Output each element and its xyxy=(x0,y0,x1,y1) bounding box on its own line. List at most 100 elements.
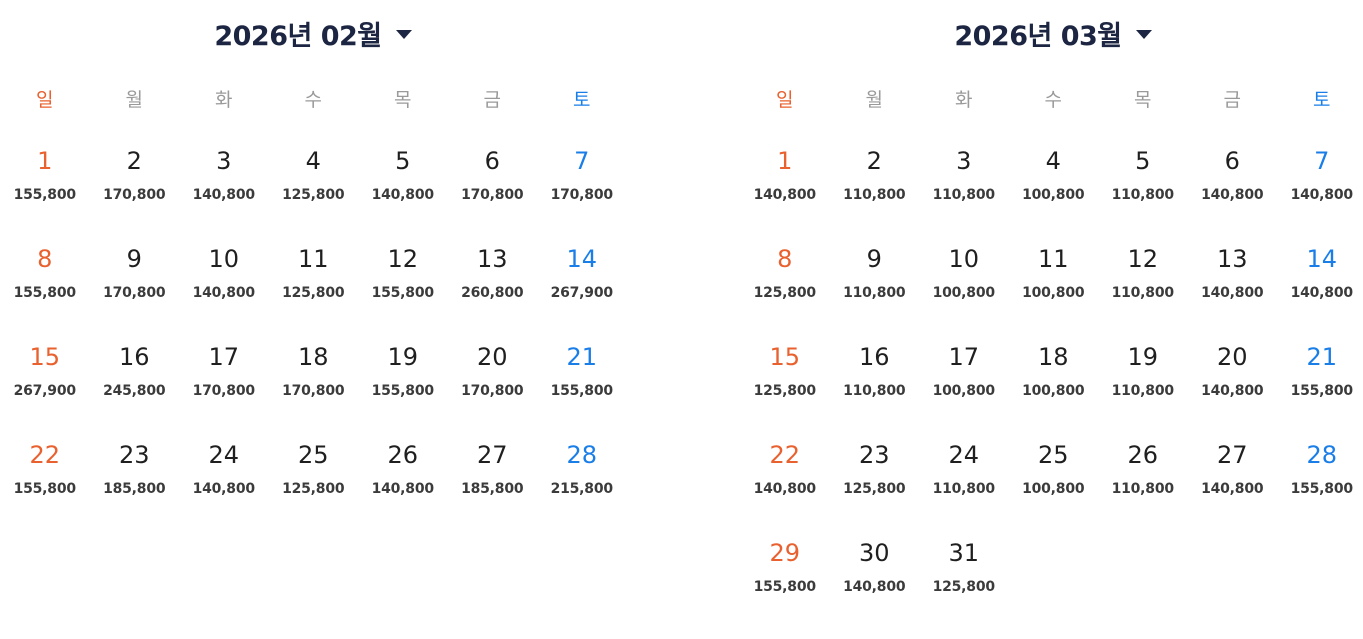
day-number: 18 xyxy=(297,343,329,371)
day-cell[interactable]: 3 110,800 xyxy=(919,140,1009,238)
day-cell[interactable]: 23 125,800 xyxy=(830,434,920,532)
month-selector[interactable]: 2026년 02월 xyxy=(0,14,626,53)
caret-down-icon[interactable] xyxy=(1135,30,1152,39)
day-cell[interactable]: 20 140,800 xyxy=(1188,336,1278,434)
day-cell[interactable]: 28 215,800 xyxy=(537,434,627,532)
day-cell[interactable]: 13 260,800 xyxy=(448,238,538,336)
day-cell[interactable]: 14 140,800 xyxy=(1277,238,1363,336)
day-price: 140,800 xyxy=(1201,187,1264,203)
day-cell[interactable]: 25 125,800 xyxy=(269,434,359,532)
day-number: 14 xyxy=(566,245,598,273)
day-number: 28 xyxy=(1306,441,1338,469)
day-cell[interactable]: 21 155,800 xyxy=(537,336,627,434)
day-price: 170,800 xyxy=(461,383,524,399)
day-cell[interactable]: 27 140,800 xyxy=(1188,434,1278,532)
day-number: 23 xyxy=(858,441,890,469)
day-cell[interactable]: 3 140,800 xyxy=(179,140,269,238)
day-cell[interactable]: 31 125,800 xyxy=(919,532,1009,630)
weekday-label-thu: 목 xyxy=(1134,89,1152,111)
day-price: 125,800 xyxy=(753,285,817,301)
day-cell[interactable]: 4 125,800 xyxy=(269,140,359,238)
day-cell[interactable]: 12 110,800 xyxy=(1098,238,1188,336)
day-number: 16 xyxy=(118,343,150,371)
day-cell[interactable]: 21 155,800 xyxy=(1277,336,1363,434)
day-cell[interactable]: 16 110,800 xyxy=(830,336,920,434)
day-cell[interactable]: 6 170,800 xyxy=(448,140,538,238)
day-number: 15 xyxy=(29,343,61,371)
day-cell[interactable]: 28 155,800 xyxy=(1277,434,1363,532)
day-cell[interactable]: 26 110,800 xyxy=(1098,434,1188,532)
day-cell[interactable]: 30 140,800 xyxy=(830,532,920,630)
day-number: 31 xyxy=(948,539,980,567)
weekday-label-sun: 일 xyxy=(776,89,794,111)
day-cell[interactable]: 8 155,800 xyxy=(0,238,90,336)
day-cell[interactable]: 22 155,800 xyxy=(0,434,90,532)
day-cell[interactable]: 16 245,800 xyxy=(90,336,180,434)
day-cell[interactable]: 7 170,800 xyxy=(537,140,627,238)
day-cell[interactable]: 2 110,800 xyxy=(830,140,920,238)
day-cell[interactable]: 11 100,800 xyxy=(1009,238,1099,336)
day-cell[interactable]: 20 170,800 xyxy=(448,336,538,434)
weekday-label-sat: 토 xyxy=(573,89,591,111)
day-cell[interactable]: 2 170,800 xyxy=(90,140,180,238)
day-cell[interactable]: 10 140,800 xyxy=(179,238,269,336)
weekday-label-sat: 토 xyxy=(1313,89,1331,111)
day-price: 155,800 xyxy=(13,187,77,203)
day-cell[interactable]: 19 155,800 xyxy=(358,336,448,434)
day-cell[interactable]: 18 170,800 xyxy=(269,336,359,434)
day-price: 140,800 xyxy=(1290,285,1354,301)
day-cell[interactable]: 13 140,800 xyxy=(1188,238,1278,336)
day-cell[interactable]: 7 140,800 xyxy=(1277,140,1363,238)
day-cell[interactable]: 23 185,800 xyxy=(90,434,180,532)
weekday-label-tue: 화 xyxy=(215,89,233,111)
day-number: 21 xyxy=(566,343,598,371)
day-price: 185,800 xyxy=(103,481,166,497)
day-cell[interactable]: 9 110,800 xyxy=(830,238,920,336)
day-cell[interactable]: 9 170,800 xyxy=(90,238,180,336)
day-cell[interactable]: 1 140,800 xyxy=(740,140,830,238)
day-cell[interactable]: 17 170,800 xyxy=(179,336,269,434)
day-price: 125,800 xyxy=(282,187,345,203)
day-number: 9 xyxy=(126,245,142,273)
day-cell[interactable]: 27 185,800 xyxy=(448,434,538,532)
day-number: 11 xyxy=(297,245,329,273)
day-price: 215,800 xyxy=(550,481,614,497)
day-cell[interactable]: 26 140,800 xyxy=(358,434,448,532)
day-number: 12 xyxy=(387,245,419,273)
day-price: 110,800 xyxy=(932,481,996,497)
day-cell[interactable]: 24 140,800 xyxy=(179,434,269,532)
day-price: 155,800 xyxy=(371,285,435,301)
day-number: 24 xyxy=(948,441,980,469)
day-cell[interactable]: 11 125,800 xyxy=(269,238,359,336)
day-cell[interactable]: 4 100,800 xyxy=(1009,140,1099,238)
day-cell[interactable]: 22 140,800 xyxy=(740,434,830,532)
day-number: 20 xyxy=(476,343,508,371)
month-selector[interactable]: 2026년 03월 xyxy=(740,14,1363,53)
day-number: 16 xyxy=(858,343,890,371)
day-cell[interactable]: 24 110,800 xyxy=(919,434,1009,532)
day-cell[interactable]: 29 155,800 xyxy=(740,532,830,630)
day-cell[interactable]: 18 100,800 xyxy=(1009,336,1099,434)
day-number: 23 xyxy=(118,441,150,469)
day-cell[interactable]: 6 140,800 xyxy=(1188,140,1278,238)
day-cell[interactable]: 17 100,800 xyxy=(919,336,1009,434)
day-number: 21 xyxy=(1306,343,1338,371)
day-cell[interactable]: 5 140,800 xyxy=(358,140,448,238)
day-number: 7 xyxy=(574,147,590,175)
day-cell[interactable]: 5 110,800 xyxy=(1098,140,1188,238)
day-cell[interactable]: 8 125,800 xyxy=(740,238,830,336)
day-cell[interactable]: 1 155,800 xyxy=(0,140,90,238)
day-cell[interactable]: 15 267,900 xyxy=(0,336,90,434)
day-grid: 1 140,800 2 110,800 3 110,800 4 100,800 5 110,800… xyxy=(740,140,1363,630)
weekday-label-fri: 금 xyxy=(1223,89,1241,111)
day-cell[interactable]: 12 155,800 xyxy=(358,238,448,336)
day-cell[interactable]: 15 125,800 xyxy=(740,336,830,434)
day-cell[interactable]: 25 100,800 xyxy=(1009,434,1099,532)
day-number: 25 xyxy=(297,441,329,469)
day-cell[interactable]: 14 267,900 xyxy=(537,238,627,336)
day-number: 30 xyxy=(858,539,890,567)
caret-down-icon[interactable] xyxy=(395,30,412,39)
day-cell[interactable]: 19 110,800 xyxy=(1098,336,1188,434)
day-cell[interactable]: 10 100,800 xyxy=(919,238,1009,336)
day-number: 25 xyxy=(1037,441,1069,469)
